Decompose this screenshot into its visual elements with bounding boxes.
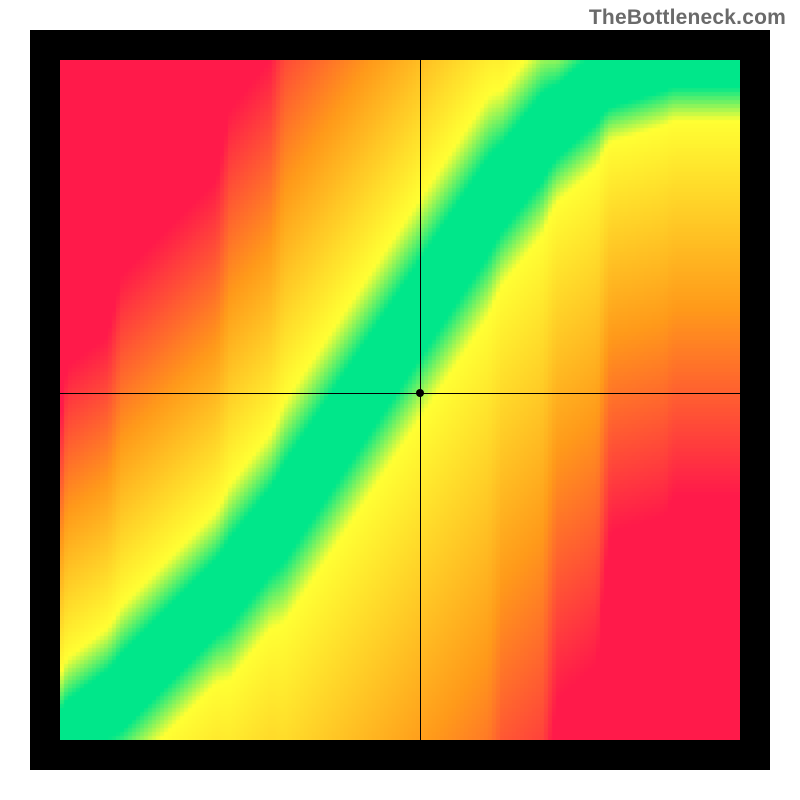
crosshair-vertical (420, 60, 421, 740)
chart-frame (30, 30, 770, 770)
heatmap-canvas (60, 60, 740, 740)
attribution-text: TheBottleneck.com (589, 6, 786, 30)
root-container: { "attribution": "TheBottleneck.com", "l… (0, 0, 800, 800)
crosshair-marker (416, 389, 424, 397)
crosshair-horizontal (60, 393, 740, 394)
